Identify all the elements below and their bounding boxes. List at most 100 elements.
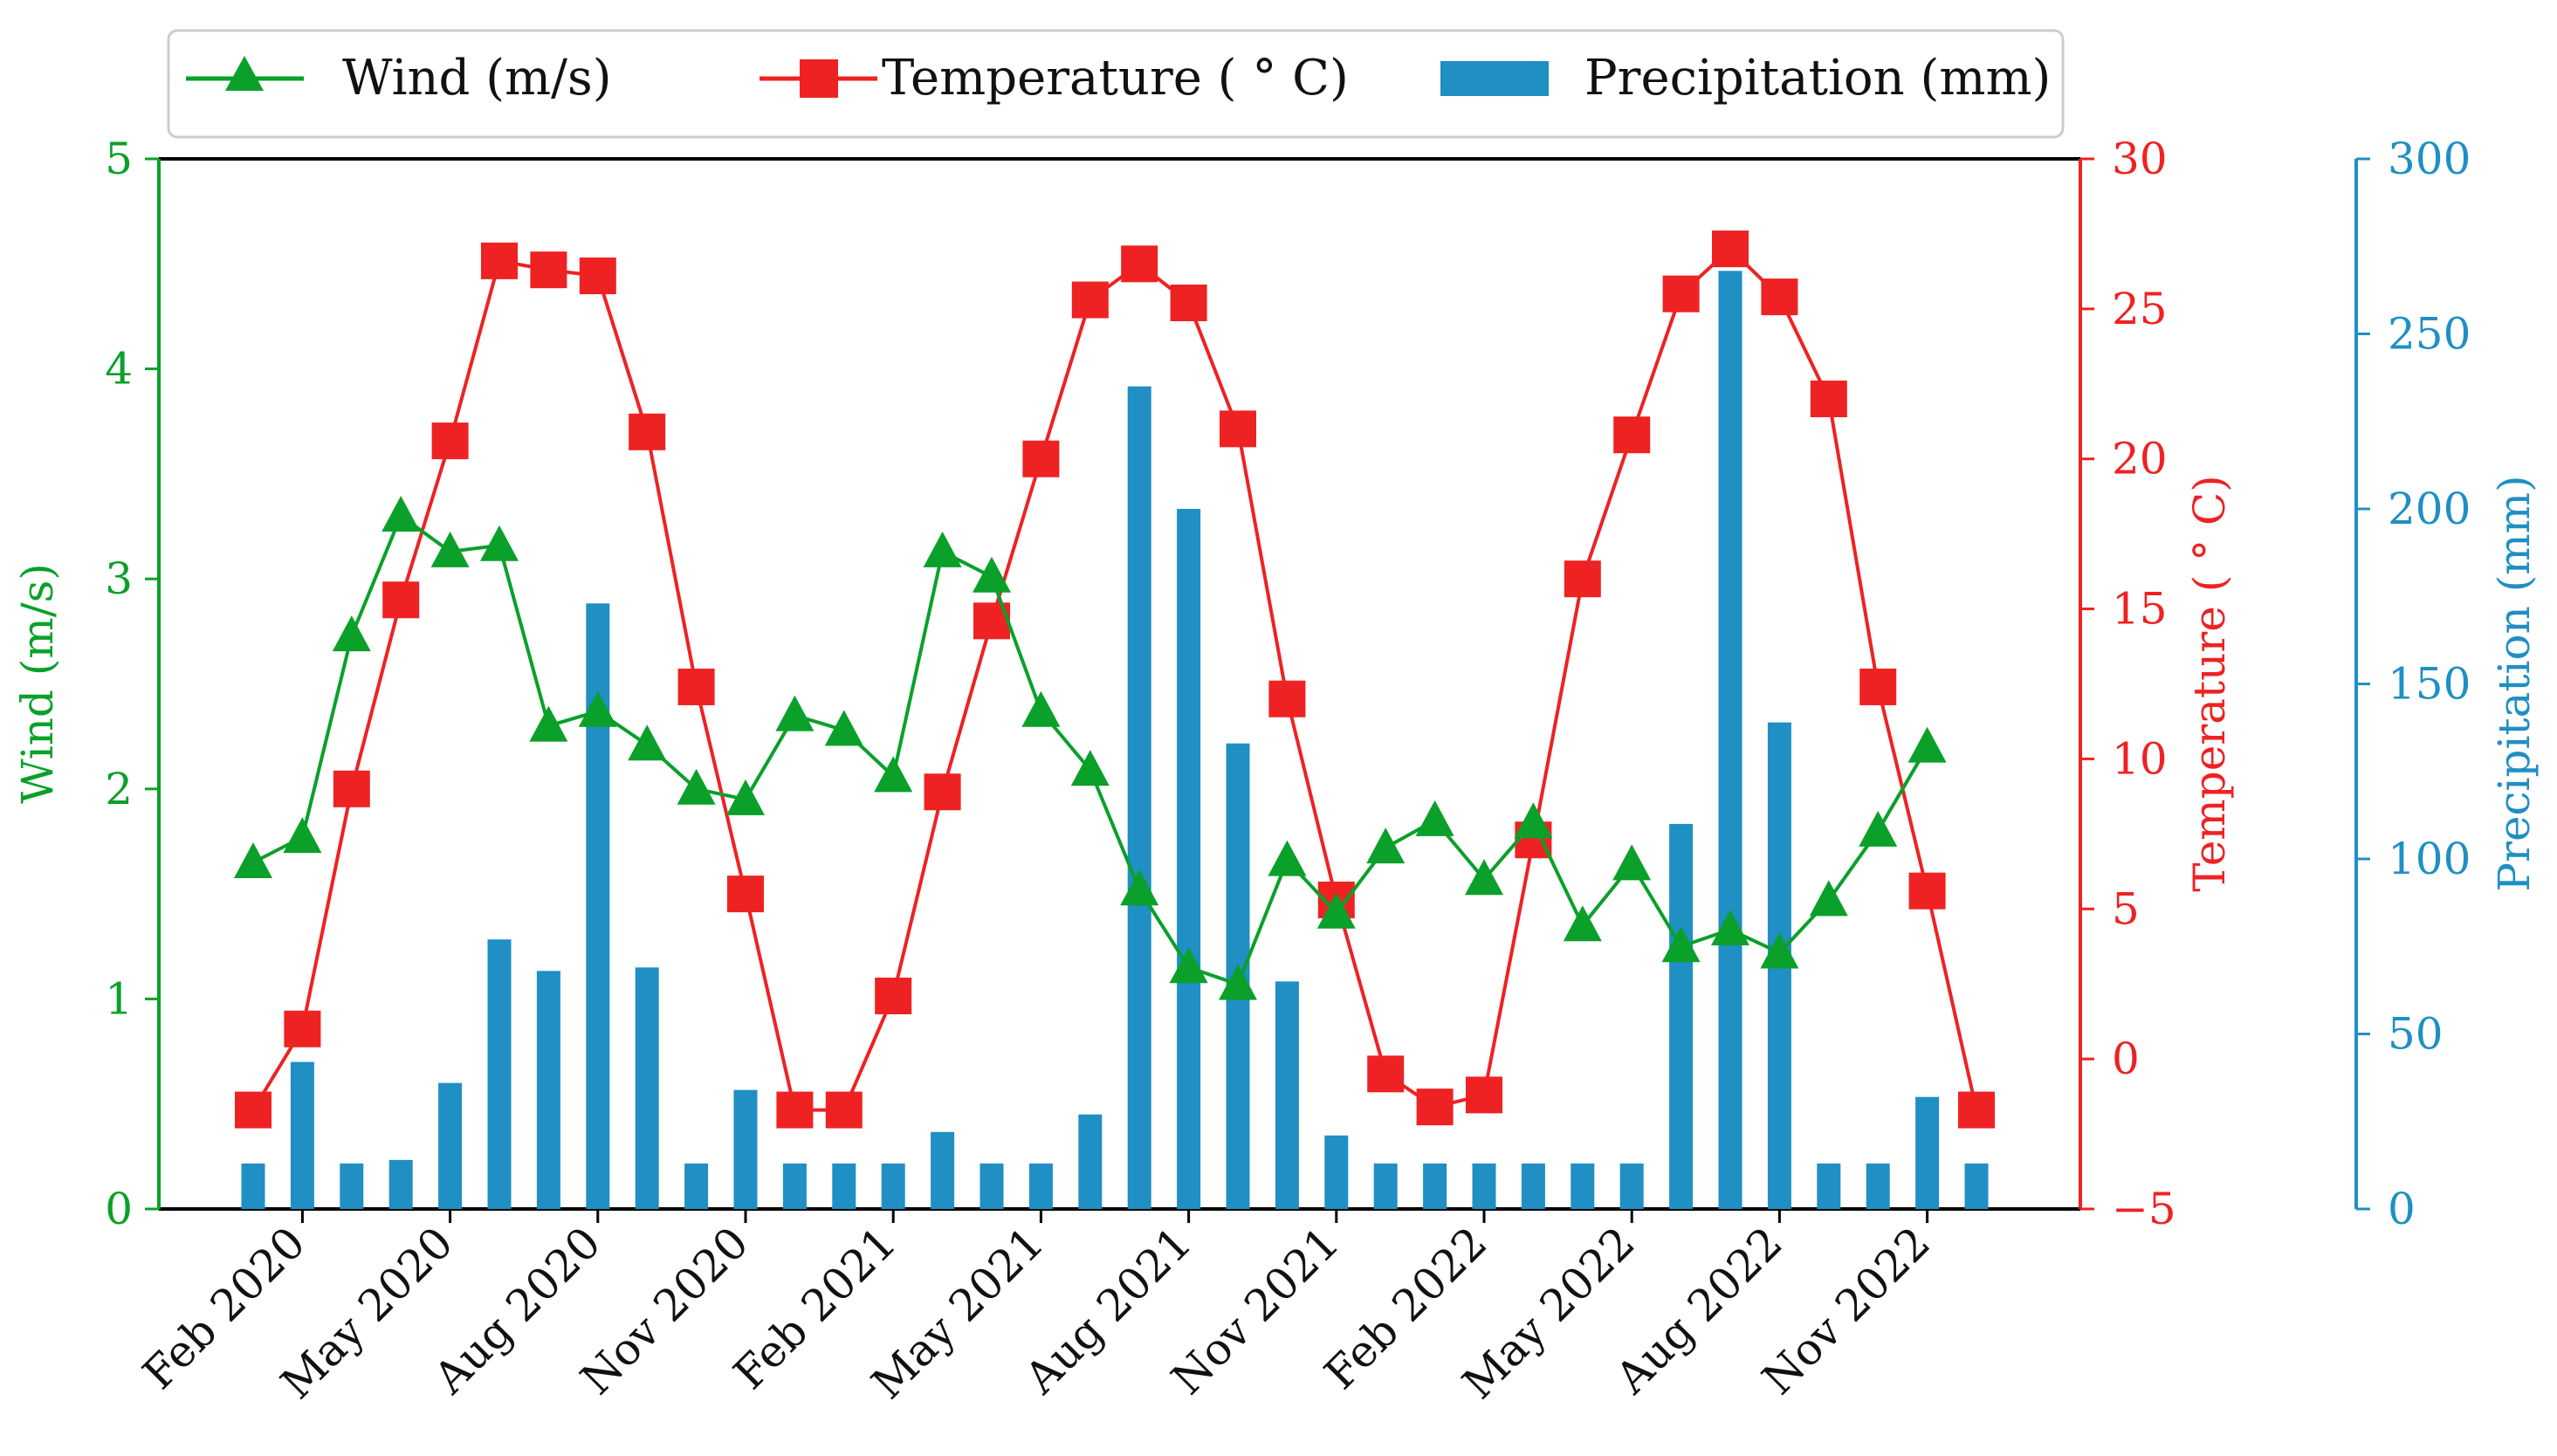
precipitation-bar	[1472, 1163, 1496, 1209]
legend-frame	[167, 29, 2065, 139]
legend-precipitation-swatch	[1440, 61, 1549, 96]
wind-point	[1711, 910, 1749, 946]
wind-point	[1021, 690, 1061, 727]
temperature-axis: −5 0 5 10 15 20 25 30	[2080, 134, 2176, 1234]
wind-point	[234, 842, 272, 879]
wind-point	[1070, 750, 1110, 786]
temperature-tick-label: 10	[2112, 733, 2168, 784]
temperature-point	[333, 770, 370, 807]
temperature-tick-label: 5	[2112, 883, 2140, 934]
temperature-point	[1416, 1089, 1454, 1126]
temperature-point	[924, 773, 961, 811]
temperature-point	[284, 1010, 321, 1047]
temperature-point	[776, 1091, 814, 1129]
temperature-point	[1908, 872, 1946, 910]
temperature-point	[1367, 1055, 1405, 1093]
precipitation-axis-title: Precipitation (mm)	[2489, 475, 2540, 891]
wind-point	[1169, 947, 1208, 984]
temperature-point	[1220, 410, 1256, 448]
legend-wind-label: Wind (m/s)	[342, 50, 612, 106]
wind-point	[1268, 840, 1307, 876]
wind-point	[1415, 800, 1454, 836]
wind-point	[480, 525, 519, 561]
temperature-tick-label: 30	[2112, 134, 2168, 184]
temperature-tick-label: 0	[2112, 1034, 2140, 1084]
precipitation-tick-label: 200	[2388, 484, 2471, 534]
legend-item-wind: Wind (m/s)	[186, 50, 612, 106]
precipitation-tick-label: 0	[2388, 1184, 2416, 1234]
precipitation-bar	[1817, 1163, 1841, 1209]
wind-point	[430, 531, 470, 567]
wind-point	[677, 768, 716, 805]
temperature-point	[727, 876, 764, 913]
temperature-tick-label: 25	[2112, 284, 2168, 334]
precipitation-tick-label: 250	[2388, 309, 2471, 360]
temperature-point	[677, 668, 715, 705]
legend-precipitation-label: Precipitation (mm)	[1584, 50, 2051, 106]
precipitation-axis: 0 50 100 150 200 250 300	[2356, 134, 2471, 1234]
precipitation-bar	[241, 1163, 265, 1209]
temperature-point	[431, 422, 469, 460]
temperature-point	[1071, 281, 1109, 319]
temperature-tick-label: −5	[2112, 1184, 2176, 1234]
temperature-point	[875, 977, 912, 1014]
wind-point	[628, 725, 667, 761]
temperature-point	[481, 242, 518, 279]
temperature-point	[1121, 245, 1158, 283]
precipitation-bar	[438, 1082, 463, 1209]
temperature-tick-label: 20	[2112, 434, 2168, 484]
legend-temperature-marker	[800, 59, 838, 98]
precipitation-bar	[1964, 1163, 1989, 1209]
wind-point	[1859, 810, 1898, 847]
temperature-point	[382, 581, 420, 619]
wind-point	[923, 531, 962, 567]
precipitation-bar	[1373, 1163, 1398, 1209]
precipitation-tick-label: 50	[2388, 1009, 2444, 1060]
legend-item-temperature: Temperature ( ° C)	[760, 50, 1349, 106]
wind-point	[1809, 880, 1848, 917]
temperature-point	[1613, 416, 1651, 454]
wind-point	[1366, 828, 1406, 864]
precipitation-bar	[1521, 1163, 1545, 1209]
wind-series	[234, 496, 1947, 1000]
precipitation-bar	[931, 1131, 955, 1209]
wind-point	[1661, 926, 1701, 963]
wind-point	[529, 705, 568, 742]
precipitation-bar	[1669, 823, 1694, 1209]
precipitation-bar	[832, 1163, 856, 1209]
precipitation-bar	[1127, 386, 1151, 1209]
temperature-point	[1564, 560, 1601, 598]
temperature-point	[825, 1091, 863, 1129]
legend-wind-marker	[225, 56, 264, 91]
temperature-point	[1958, 1091, 1995, 1129]
wind-point	[1563, 905, 1602, 942]
precipitation-bar	[881, 1163, 905, 1209]
wind-tick-label: 1	[105, 973, 133, 1024]
precipitation-bar	[684, 1163, 709, 1209]
precipitation-tick-label: 100	[2388, 834, 2471, 884]
temperature-point	[1466, 1076, 1502, 1114]
wind-point	[381, 496, 421, 532]
wind-point	[874, 756, 913, 793]
wind-tick-label: 3	[105, 553, 133, 604]
precipitation-bar	[1078, 1114, 1103, 1209]
temperature-point	[1859, 668, 1897, 705]
precipitation-bar	[979, 1163, 1004, 1209]
temperature-point	[1022, 440, 1060, 477]
precipitation-bar	[1324, 1135, 1349, 1209]
precipitation-bar	[1571, 1163, 1595, 1209]
temperature-point	[1268, 680, 1306, 718]
wind-axis-title: Wind (m/s)	[12, 563, 63, 804]
temperature-axis-title: Temperature ( ° C)	[2184, 475, 2235, 892]
wind-point	[1612, 844, 1652, 881]
wind-point	[1219, 964, 1257, 1000]
temperature-point	[1662, 275, 1700, 312]
precipitation-tick-label: 300	[2388, 134, 2471, 184]
temperature-line	[251, 247, 1978, 1112]
wind-point	[332, 615, 371, 652]
temperature-point	[1712, 230, 1749, 268]
wind-axis: 0 1 2 3 4 5	[105, 134, 159, 1234]
wind-point	[1907, 726, 1947, 763]
